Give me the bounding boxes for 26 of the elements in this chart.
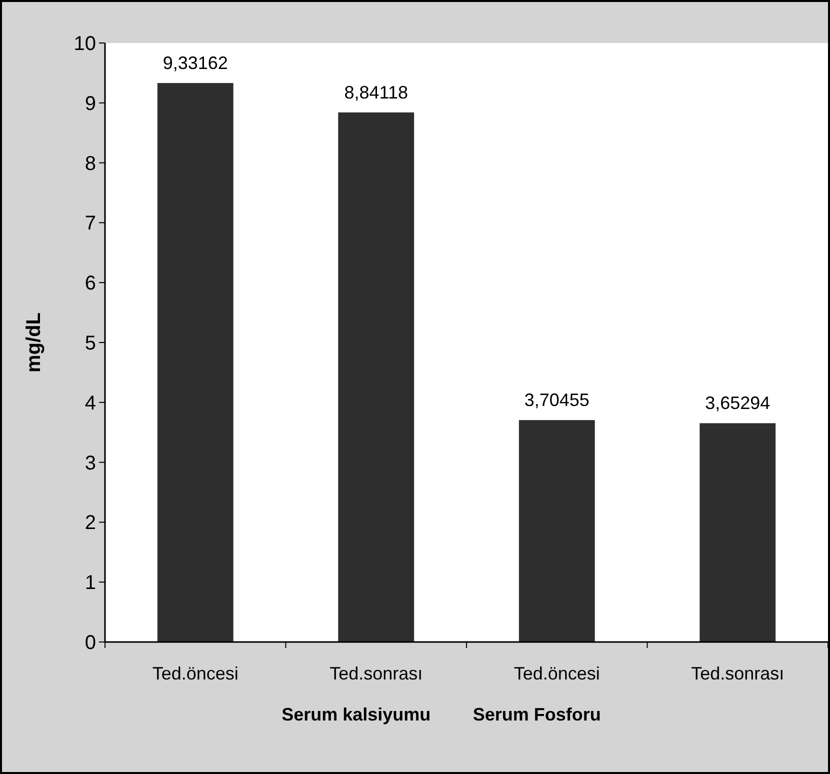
x-tick-label: Ted.sonrası [691, 663, 784, 684]
y-tick-label: 1 [84, 572, 96, 594]
y-tick-label: 5 [84, 332, 96, 354]
data-label: 8,84118 [344, 82, 408, 102]
x-tick-label: Ted.öncesi [514, 663, 600, 684]
y-tick-label: 6 [84, 272, 96, 295]
bar [157, 83, 234, 642]
bar [700, 423, 776, 642]
x-tick-label: Ted.sonrası [330, 663, 423, 684]
bar [518, 420, 595, 642]
data-label: 3,70455 [524, 390, 590, 410]
y-tick-label: 4 [84, 392, 96, 414]
y-tick-label: 8 [84, 152, 96, 175]
data-label: 9,33162 [162, 53, 228, 74]
y-axis-title: mg/dL [23, 312, 45, 372]
y-tick-label: 7 [84, 212, 96, 235]
y-tick-label: 0 [84, 632, 96, 654]
bar [338, 112, 414, 642]
text: Serum kalsiyumu [282, 704, 431, 724]
y-tick-label: 10 [74, 33, 96, 55]
text: Serum Fosforu [472, 704, 601, 724]
y-tick-label: 9 [84, 92, 96, 115]
data-label: 3,65294 [705, 393, 770, 414]
y-tick-label: 3 [84, 452, 96, 474]
y-tick-label: 2 [84, 512, 96, 534]
x-tick-label: Ted.öncesi [152, 663, 238, 684]
